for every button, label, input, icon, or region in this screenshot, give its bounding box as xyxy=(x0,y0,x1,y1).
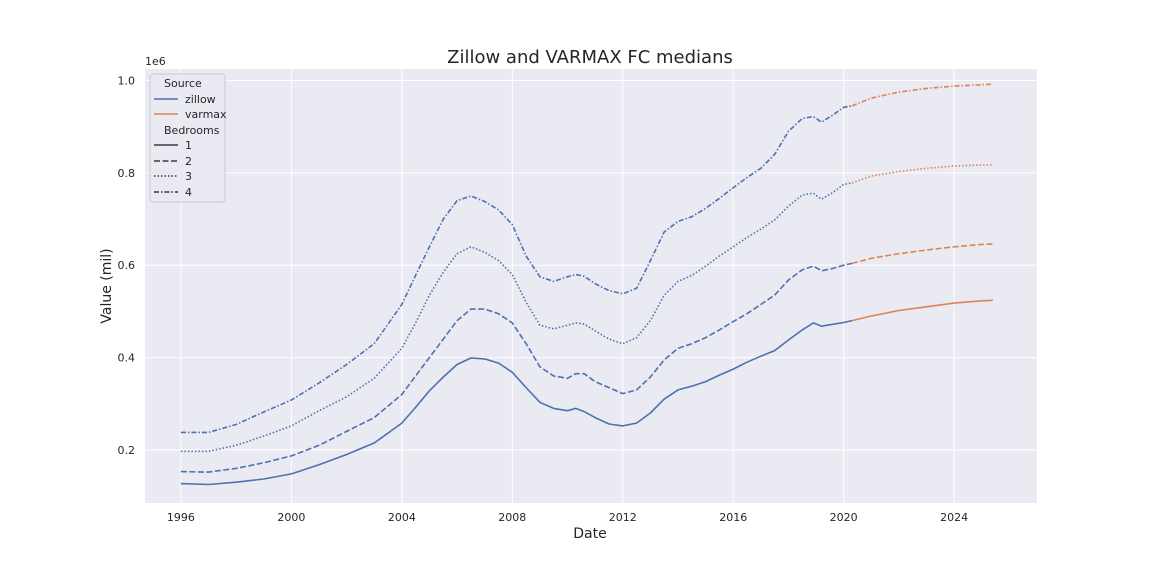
legend-title-source: Source xyxy=(164,77,202,90)
legend: Source zillow varmax Bedrooms 1 2 3 4 xyxy=(149,73,227,203)
x-axis-label: Date xyxy=(573,526,606,542)
x-tick-label: 2008 xyxy=(498,511,526,524)
legend-label-bedrooms-1: 1 xyxy=(185,139,192,152)
y-tick-label: 0.6 xyxy=(118,259,136,272)
legend-label-zillow: zillow xyxy=(185,93,216,106)
y-tick-label: 0.8 xyxy=(118,167,136,180)
y-axis-label: Value (mil) xyxy=(99,248,115,323)
series-line-varmax-2 xyxy=(851,243,993,265)
x-tick-label: 1996 xyxy=(167,511,195,524)
legend-label-varmax: varmax xyxy=(185,108,227,121)
legend-label-bedrooms-3: 3 xyxy=(185,170,192,183)
y-tick-label: 0.2 xyxy=(118,444,136,457)
legend-label-bedrooms-4: 4 xyxy=(185,186,192,199)
series-line-zillow-3 xyxy=(180,182,853,453)
x-tick-label: 2024 xyxy=(940,511,968,524)
chart-title: Zillow and VARMAX FC medians xyxy=(447,47,733,68)
series-line-varmax-1 xyxy=(851,299,993,322)
axis-ticks: 1996 2000 2004 2008 2012 2016 2020 2024 0.2 0.4 0.… xyxy=(118,75,969,524)
series-line-zillow-4 xyxy=(180,105,853,434)
y-tick-label: 1.0 xyxy=(118,75,136,88)
x-tick-label: 2012 xyxy=(609,511,637,524)
series-line-zillow-1 xyxy=(180,319,853,486)
plot-area xyxy=(145,69,1037,503)
series-line-varmax-4 xyxy=(851,83,993,107)
x-tick-label: 2016 xyxy=(719,511,747,524)
legend-label-bedrooms-2: 2 xyxy=(185,155,192,168)
x-tick-label: 2000 xyxy=(277,511,305,524)
x-tick-label: 2004 xyxy=(388,511,416,524)
series-lines xyxy=(180,83,993,486)
y-tick-label: 0.4 xyxy=(118,352,136,365)
grid xyxy=(145,69,1037,503)
x-tick-label: 2020 xyxy=(830,511,858,524)
legend-title-bedrooms: Bedrooms xyxy=(164,124,220,137)
legend-box xyxy=(149,73,226,203)
series-line-zillow-2 xyxy=(180,262,853,473)
y-axis-offset-label: 1e6 xyxy=(145,55,166,68)
